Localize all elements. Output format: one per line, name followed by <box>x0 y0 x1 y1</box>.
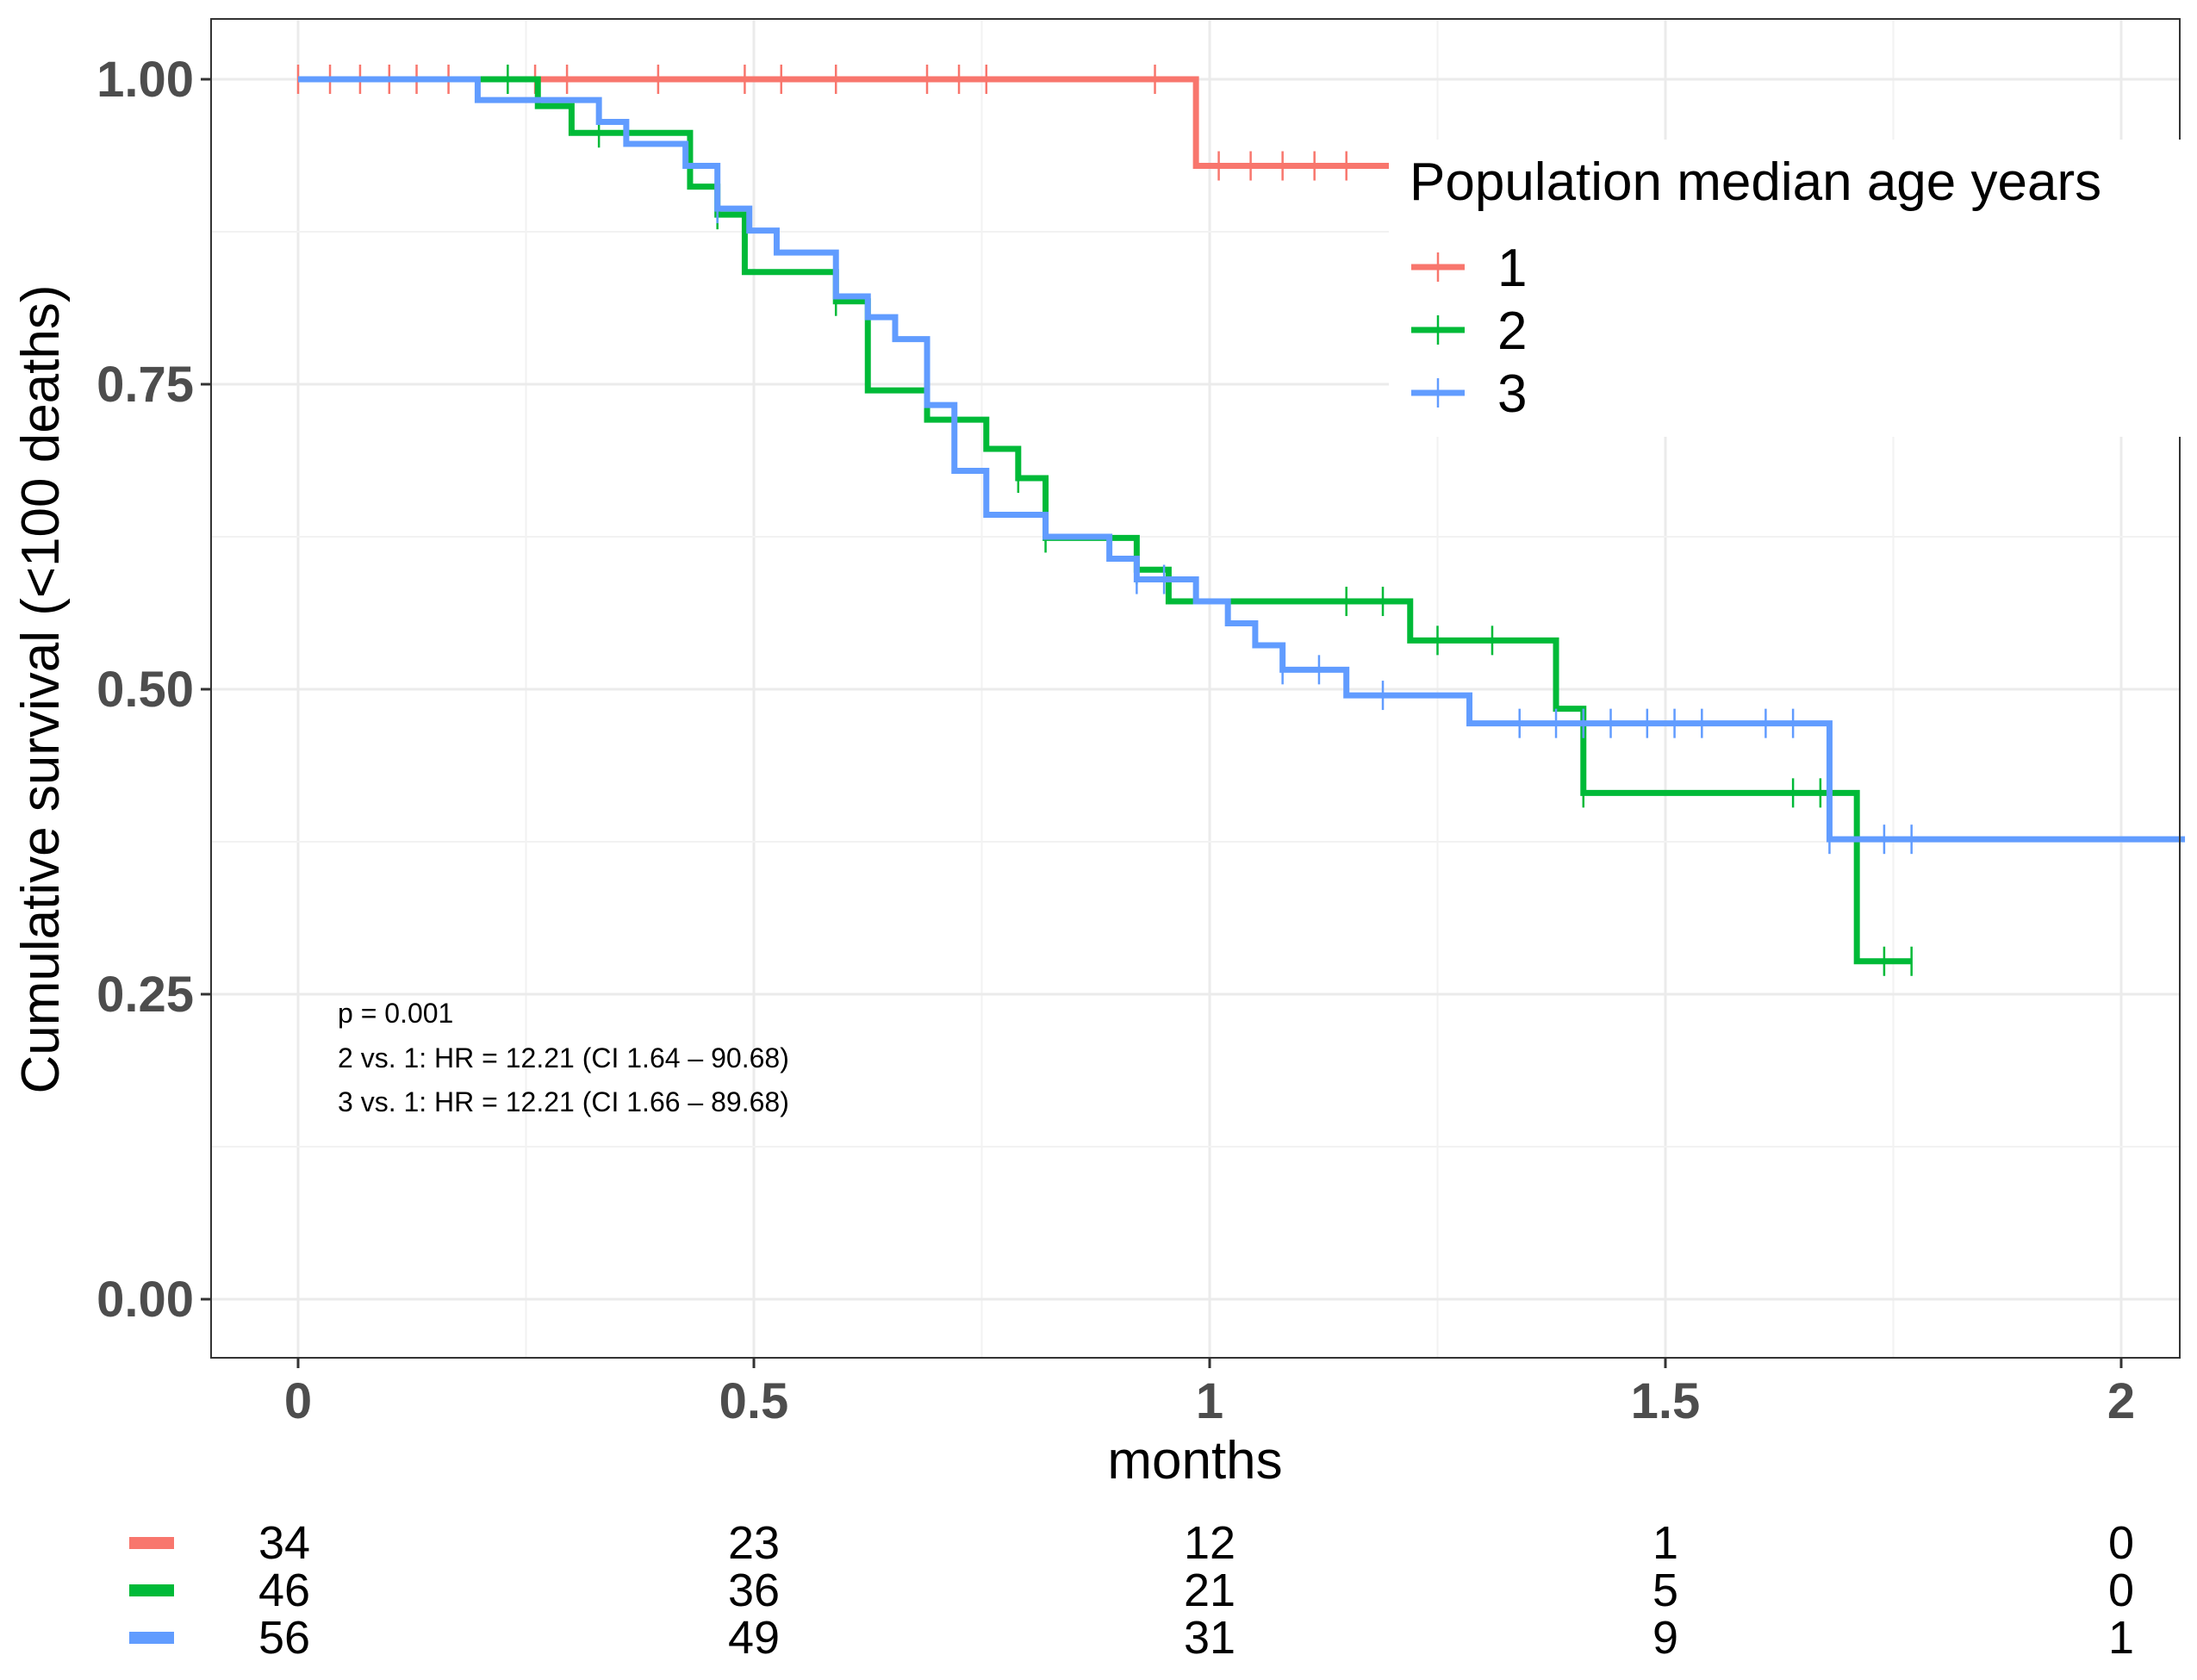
survival-line-2 <box>298 76 1912 965</box>
series-3 <box>298 76 2186 855</box>
p-value-annotation: p = 0.001 <box>338 998 453 1029</box>
risk-count: 0 <box>2108 1517 2134 1569</box>
x-axis: 0 0.5 1 1.5 2 <box>284 1358 2135 1429</box>
risk-count: 34 <box>258 1517 310 1569</box>
legend: Population median age years 123 <box>1389 140 2188 437</box>
hr-3-vs-1-annotation: 3 vs. 1: HR = 12.21 (CI 1.66 – 89.68) <box>338 1086 789 1117</box>
legend-label: 3 <box>1497 364 1527 424</box>
risk-count: 49 <box>728 1612 780 1664</box>
risk-row-1: 34 23 12 1 0 <box>129 1517 2134 1569</box>
y-tick-label: 0.00 <box>96 1272 194 1328</box>
legend-title: Population median age years <box>1410 152 2101 212</box>
x-tick-label: 0.5 <box>719 1373 789 1429</box>
risk-count: 1 <box>1652 1517 1678 1569</box>
risk-count: 36 <box>728 1565 780 1616</box>
y-tick-label: 1.00 <box>96 52 194 108</box>
hr-2-vs-1-annotation: 2 vs. 1: HR = 12.21 (CI 1.64 – 90.68) <box>338 1042 789 1073</box>
legend-entry-2: 2 <box>1411 302 1527 361</box>
x-tick-label: 0 <box>284 1373 312 1429</box>
legend-label: 2 <box>1497 302 1527 361</box>
x-tick-label: 2 <box>2107 1373 2135 1429</box>
risk-count: 0 <box>2108 1565 2134 1616</box>
y-tick-label: 0.25 <box>96 967 194 1023</box>
stats-annotations: p = 0.001 2 vs. 1: HR = 12.21 (CI 1.64 –… <box>338 998 789 1117</box>
risk-count: 23 <box>728 1517 780 1569</box>
risk-count: 12 <box>1184 1517 1235 1569</box>
risk-count: 9 <box>1652 1612 1678 1664</box>
legend-entry-3: 3 <box>1411 364 1527 424</box>
risk-table: 34 23 12 1 046 36 21 5 056 49 31 9 1 <box>129 1517 2134 1664</box>
survival-curves <box>296 65 2186 976</box>
risk-row-3: 56 49 31 9 1 <box>129 1612 2134 1664</box>
risk-count: 5 <box>1652 1565 1678 1616</box>
risk-row-2: 46 36 21 5 0 <box>129 1565 2134 1616</box>
y-tick-label: 0.75 <box>96 357 194 413</box>
y-tick-label: 0.50 <box>96 662 194 718</box>
series-2 <box>298 65 1913 976</box>
y-axis: 0.00 0.25 0.50 0.75 1.00 <box>96 52 211 1328</box>
y-axis-title: Cumulative survival (<100 deaths) <box>11 284 71 1093</box>
risk-count: 46 <box>258 1565 310 1616</box>
x-tick-label: 1.5 <box>1631 1373 1701 1429</box>
x-tick-label: 1 <box>1196 1373 1223 1429</box>
risk-row-color-key <box>129 1537 174 1549</box>
risk-count: 31 <box>1184 1612 1235 1664</box>
survival-line-3 <box>298 76 2186 843</box>
risk-count: 56 <box>258 1612 310 1664</box>
survival-line-1 <box>298 76 1392 170</box>
risk-row-color-key <box>129 1632 174 1644</box>
risk-count: 1 <box>2108 1612 2134 1664</box>
legend-label: 1 <box>1497 239 1527 298</box>
risk-count: 21 <box>1184 1565 1235 1616</box>
risk-row-color-key <box>129 1584 174 1596</box>
legend-background <box>1389 140 2188 437</box>
legend-entry-1: 1 <box>1411 239 1527 298</box>
x-axis-title: months <box>1107 1431 1282 1490</box>
